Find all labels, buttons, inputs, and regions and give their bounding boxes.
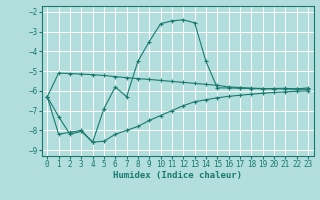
X-axis label: Humidex (Indice chaleur): Humidex (Indice chaleur)	[113, 171, 242, 180]
